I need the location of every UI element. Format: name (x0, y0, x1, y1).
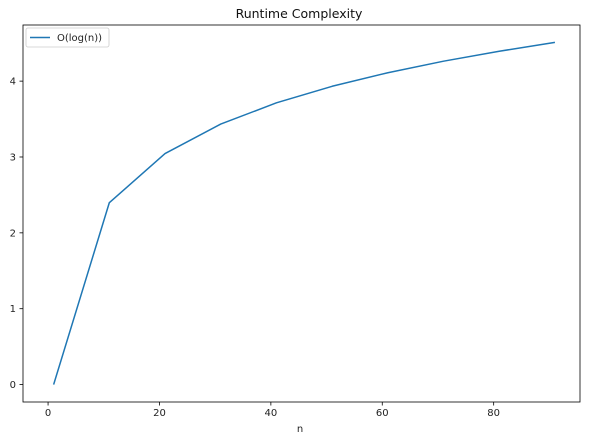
data-point (442, 60, 445, 63)
series-layer (52, 41, 556, 386)
data-point (386, 71, 389, 74)
x-tick-label: 80 (487, 408, 500, 419)
y-tick-label: 0 (10, 380, 16, 391)
x-tick-label: 20 (153, 408, 166, 419)
y-tick-label: 4 (10, 77, 16, 88)
data-point (553, 41, 556, 44)
data-point (331, 85, 334, 88)
x-axis: 0 20 40 60 80 (45, 402, 500, 419)
data-point (108, 201, 111, 204)
data-point (164, 152, 167, 155)
data-point (498, 50, 501, 53)
y-axis: 0 1 2 3 4 (10, 77, 23, 391)
x-axis-label: n (297, 424, 303, 435)
legend-box (25, 27, 110, 48)
series-line (52, 41, 556, 385)
y-tick-label: 3 (10, 152, 16, 163)
x-tick-label: 40 (264, 408, 277, 419)
data-point (52, 383, 55, 386)
y-tick-label: 1 (10, 304, 16, 315)
y-tick-label: 2 (10, 228, 16, 239)
legend: O(log(n)) (25, 27, 110, 48)
legend-label: O(log(n)) (57, 33, 102, 44)
x-tick-label: 0 (45, 408, 51, 419)
x-tick-label: 60 (376, 408, 389, 419)
plot-area-frame (22, 24, 581, 403)
chart-title: Runtime Complexity (236, 6, 363, 21)
data-point (275, 101, 278, 104)
data-point (219, 123, 222, 126)
